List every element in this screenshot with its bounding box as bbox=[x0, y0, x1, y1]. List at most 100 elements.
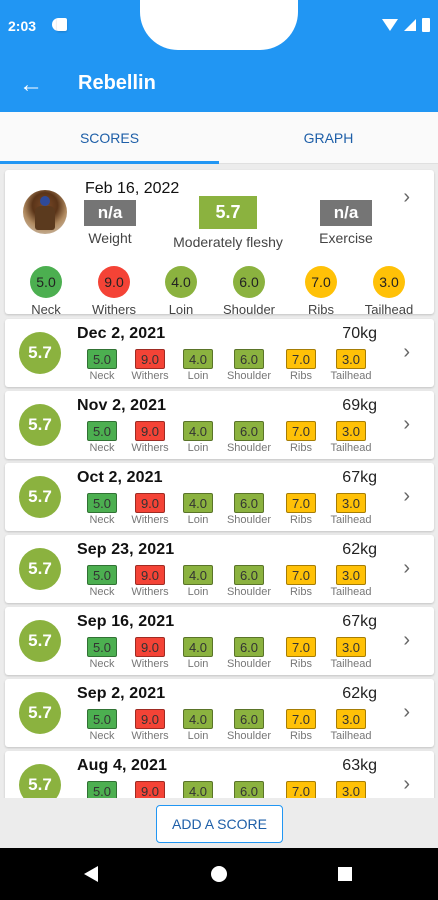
battery-icon bbox=[422, 18, 430, 32]
tab-scores[interactable]: SCORES bbox=[79, 130, 140, 146]
chip-label: Tailhead bbox=[330, 658, 372, 670]
row-date: Oct 2, 2021 bbox=[77, 469, 163, 486]
score-circle: 5.7 bbox=[19, 764, 61, 798]
chip: 9.0 bbox=[135, 709, 165, 729]
chip: 7.0 bbox=[286, 637, 316, 657]
chip-label: Neck bbox=[89, 658, 115, 670]
chip-label: Shoulder bbox=[226, 658, 272, 670]
score-row[interactable]: 5.7 Dec 2, 2021 70kg › 5.0 Neck 9.0 Wither… bbox=[5, 319, 434, 387]
row-date: Dec 2, 2021 bbox=[77, 325, 166, 342]
page-title: Rebellin bbox=[78, 72, 156, 94]
weight-value-box: n/a bbox=[84, 200, 136, 226]
status-time: 2:03 bbox=[8, 18, 37, 34]
chip-label: Tailhead bbox=[330, 586, 372, 598]
chip-label: Ribs bbox=[289, 586, 312, 598]
chip-label: Loin bbox=[187, 586, 209, 598]
chip: 3.0 bbox=[336, 709, 366, 729]
chip-label: Loin bbox=[187, 730, 209, 742]
row-date: Nov 2, 2021 bbox=[77, 397, 167, 414]
metric-dot: 3.0 bbox=[373, 266, 405, 298]
row-date: Aug 4, 2021 bbox=[77, 757, 168, 774]
chip: 3.0 bbox=[336, 493, 366, 513]
row-weight: 62kg bbox=[342, 685, 377, 702]
chevron-right-icon: › bbox=[403, 485, 410, 507]
chip-label: Tailhead bbox=[330, 730, 372, 742]
metric-dot: 9.0 bbox=[98, 266, 130, 298]
chip: 9.0 bbox=[135, 781, 165, 798]
nav-recents-icon[interactable] bbox=[338, 867, 352, 881]
sd-card-icon bbox=[57, 18, 67, 31]
nav-home-icon[interactable] bbox=[211, 866, 227, 882]
chip-label: Shoulder bbox=[226, 442, 272, 454]
chip: 9.0 bbox=[135, 637, 165, 657]
chip: 9.0 bbox=[135, 493, 165, 513]
chip: 5.0 bbox=[87, 421, 117, 441]
exercise-label: Exercise bbox=[319, 230, 373, 246]
chip-label: Tailhead bbox=[330, 370, 372, 382]
chevron-right-icon: › bbox=[403, 186, 410, 208]
score-circle: 5.7 bbox=[19, 692, 61, 734]
row-weight: 70kg bbox=[342, 325, 377, 342]
add-score-button[interactable]: ADD A SCORE bbox=[156, 805, 283, 843]
latest-score-card[interactable]: Feb 16, 2022 n/a Weight 5.7 Moderately f… bbox=[5, 170, 434, 317]
chip: 9.0 bbox=[135, 565, 165, 585]
score-row[interactable]: 5.7 Sep 2, 2021 62kg › 5.0 Neck 9.0 Wither… bbox=[5, 679, 434, 747]
metric-neck: 5.0 Neck bbox=[16, 266, 76, 317]
chevron-right-icon: › bbox=[403, 557, 410, 579]
chip: 9.0 bbox=[135, 349, 165, 369]
horse-avatar bbox=[23, 190, 67, 234]
score-row[interactable]: 5.7 Oct 2, 2021 67kg › 5.0 Neck 9.0 Wither… bbox=[5, 463, 434, 531]
condition-label: Moderately fleshy bbox=[173, 234, 283, 250]
row-date: Sep 2, 2021 bbox=[77, 685, 166, 702]
chip: 7.0 bbox=[286, 493, 316, 513]
metric-ribs: 7.0 Ribs bbox=[291, 266, 351, 317]
chip-label: Shoulder bbox=[226, 370, 272, 382]
bottom-action-area: ADD A SCORE bbox=[0, 798, 438, 848]
chip-label: Loin bbox=[187, 514, 209, 526]
score-circle: 5.7 bbox=[19, 620, 61, 662]
metric-label: Ribs bbox=[307, 302, 334, 317]
tab-graph[interactable]: GRAPH bbox=[303, 130, 354, 146]
score-row[interactable]: 5.7 Sep 16, 2021 67kg › 5.0 Neck 9.0 Withe… bbox=[5, 607, 434, 675]
score-circle: 5.7 bbox=[19, 476, 61, 518]
chip: 3.0 bbox=[336, 781, 366, 798]
chip: 4.0 bbox=[183, 709, 213, 729]
chip: 6.0 bbox=[234, 565, 264, 585]
score-circle: 5.7 bbox=[19, 548, 61, 590]
chip-label: Ribs bbox=[289, 442, 312, 454]
chip: 6.0 bbox=[234, 781, 264, 798]
chip: 5.0 bbox=[87, 637, 117, 657]
chip: 6.0 bbox=[234, 493, 264, 513]
chip: 5.0 bbox=[87, 349, 117, 369]
chip-label: Shoulder bbox=[226, 586, 272, 598]
exercise-value-box: n/a bbox=[320, 200, 372, 226]
nav-back-icon[interactable] bbox=[84, 866, 98, 882]
row-date: Sep 16, 2021 bbox=[77, 613, 175, 630]
chip: 3.0 bbox=[336, 565, 366, 585]
chip: 7.0 bbox=[286, 421, 316, 441]
chip: 7.0 bbox=[286, 709, 316, 729]
chip-label: Shoulder bbox=[226, 730, 272, 742]
chip-label: Neck bbox=[89, 730, 115, 742]
condition-score-box: 5.7 bbox=[199, 196, 257, 229]
chip-label: Withers bbox=[131, 586, 169, 598]
metric-dot: 4.0 bbox=[165, 266, 197, 298]
latest-date: Feb 16, 2022 bbox=[85, 180, 180, 197]
metric-label: Shoulder bbox=[222, 302, 276, 317]
score-row[interactable]: 5.7 Nov 2, 2021 69kg › 5.0 Neck 9.0 Wither… bbox=[5, 391, 434, 459]
score-row[interactable]: 5.7 Sep 23, 2021 62kg › 5.0 Neck 9.0 Withe… bbox=[5, 535, 434, 603]
scores-list[interactable]: Feb 16, 2022 n/a Weight 5.7 Moderately f… bbox=[0, 164, 438, 798]
chip: 7.0 bbox=[286, 781, 316, 798]
metric-label: Neck bbox=[31, 302, 61, 317]
chevron-right-icon: › bbox=[403, 413, 410, 435]
row-weight: 67kg bbox=[342, 613, 377, 630]
chip-label: Loin bbox=[187, 658, 209, 670]
status-bar: 2:03 bbox=[0, 0, 438, 58]
back-button[interactable]: ← bbox=[14, 68, 48, 102]
arrow-left-icon: ← bbox=[19, 71, 43, 98]
metric-label: Withers bbox=[91, 302, 137, 317]
status-icons-right bbox=[382, 18, 430, 32]
wifi-icon bbox=[382, 19, 398, 31]
